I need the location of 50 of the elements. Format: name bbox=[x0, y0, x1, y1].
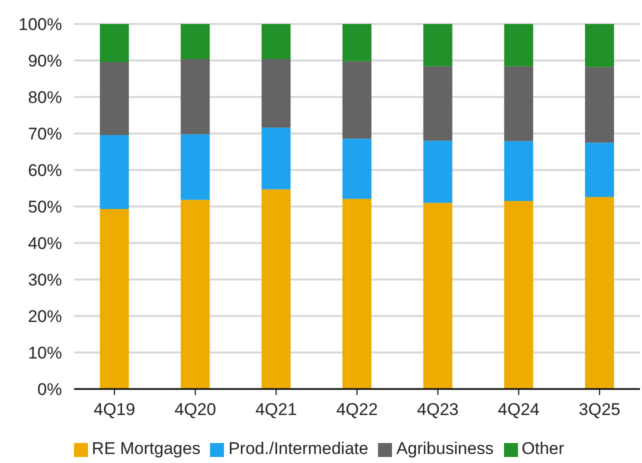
bar bbox=[423, 140, 452, 203]
x-tick-label: 4Q22 bbox=[336, 400, 378, 420]
bar bbox=[342, 24, 372, 62]
bar bbox=[585, 24, 614, 68]
bar bbox=[423, 66, 452, 141]
y-tick-label: 80% bbox=[28, 88, 62, 108]
x-tick-label: 4Q24 bbox=[498, 400, 540, 420]
y-tick-label: 40% bbox=[28, 234, 62, 254]
y-tick-label: 10% bbox=[28, 344, 62, 363]
bar bbox=[504, 201, 534, 389]
bar bbox=[423, 202, 452, 389]
bar bbox=[504, 24, 534, 66]
bar bbox=[180, 59, 210, 134]
legend-label: Prod./Intermediate bbox=[228, 439, 368, 458]
y-tick-label: 50% bbox=[28, 198, 62, 217]
bar bbox=[100, 62, 129, 135]
y-tick-label: 30% bbox=[28, 270, 62, 290]
y-tick-label: 90% bbox=[28, 52, 62, 71]
bar bbox=[342, 198, 372, 389]
bar bbox=[262, 24, 291, 60]
bar bbox=[342, 138, 372, 199]
x-tick-label: 4Q19 bbox=[94, 400, 136, 420]
bar bbox=[180, 134, 210, 200]
bar bbox=[585, 67, 614, 143]
legend-label: RE Mortgages bbox=[92, 439, 200, 458]
bar bbox=[423, 24, 452, 66]
bar bbox=[585, 197, 614, 389]
bar bbox=[180, 24, 210, 60]
x-tick-label: 3Q25 bbox=[578, 400, 620, 420]
bar bbox=[262, 128, 291, 190]
bar bbox=[262, 189, 291, 389]
bar bbox=[342, 61, 372, 139]
bar bbox=[180, 200, 210, 389]
y-tick-label: 70% bbox=[28, 124, 62, 144]
bar bbox=[504, 66, 534, 142]
y-tick-label: 100% bbox=[18, 15, 62, 34]
y-tick-label: 60% bbox=[28, 161, 62, 180]
legend-label: Agribusiness bbox=[396, 439, 494, 458]
x-tick-label: 4Q21 bbox=[255, 400, 297, 420]
bar bbox=[100, 134, 129, 210]
bar bbox=[100, 209, 129, 389]
bar bbox=[262, 59, 291, 128]
y-tick-label: 0% bbox=[37, 380, 62, 400]
legend-label: Other bbox=[522, 439, 564, 458]
y-tick-label: 20% bbox=[28, 307, 62, 326]
x-tick-label: 4Q20 bbox=[174, 400, 216, 420]
bar bbox=[504, 141, 534, 202]
bar bbox=[100, 24, 129, 62]
x-tick-label: 4Q23 bbox=[417, 400, 459, 420]
bar bbox=[585, 142, 614, 198]
